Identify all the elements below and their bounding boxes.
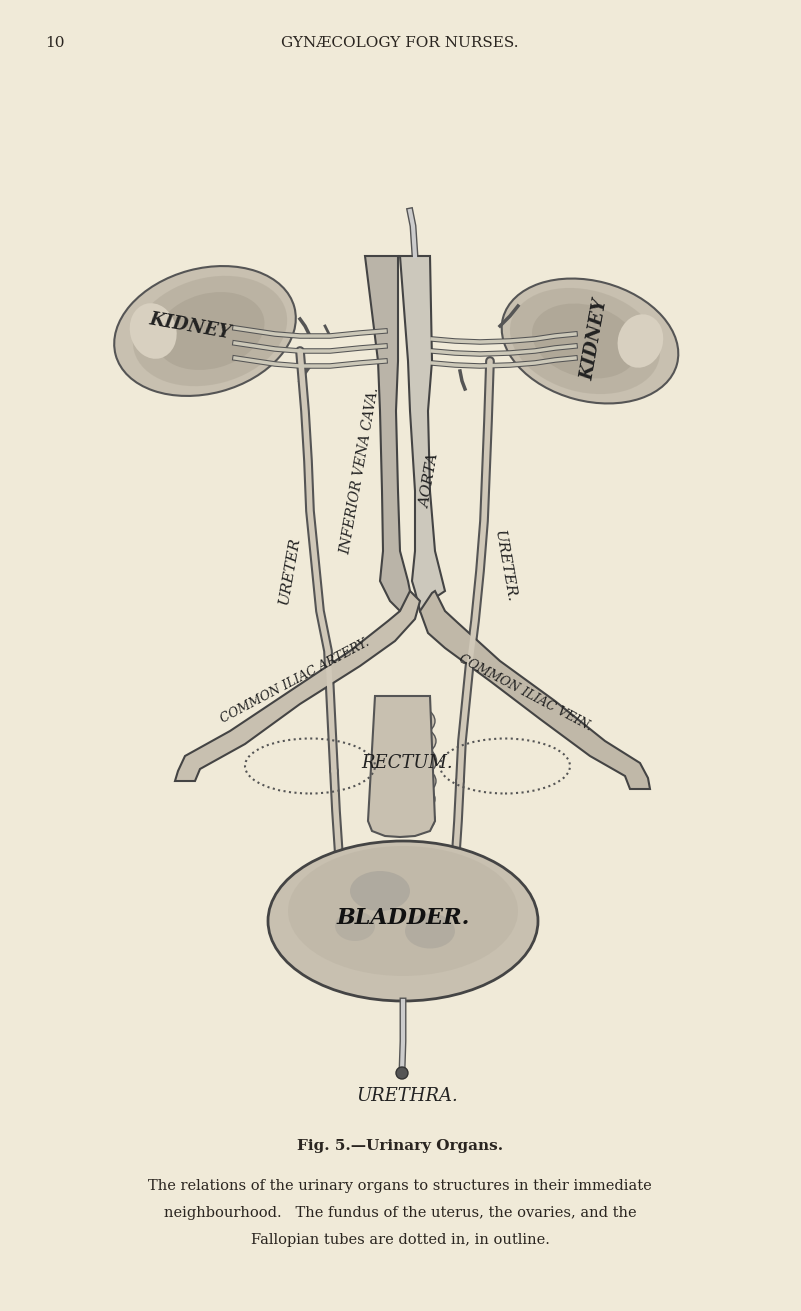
Text: KIDNEY: KIDNEY — [147, 309, 232, 342]
Text: INFERIOR VENA CAVA.: INFERIOR VENA CAVA. — [338, 387, 381, 556]
Text: COMMON ILIAC ARTERY.: COMMON ILIAC ARTERY. — [219, 636, 372, 726]
Ellipse shape — [405, 914, 455, 948]
Text: Fallopian tubes are dotted in, in outline.: Fallopian tubes are dotted in, in outlin… — [251, 1234, 549, 1247]
Text: neighbourhood.   The fundus of the uterus, the ovaries, and the: neighbourhood. The fundus of the uterus,… — [163, 1206, 636, 1221]
Ellipse shape — [115, 266, 296, 396]
Ellipse shape — [335, 911, 375, 941]
Ellipse shape — [133, 275, 288, 387]
Ellipse shape — [618, 315, 663, 367]
Text: KIDNEY: KIDNEY — [579, 296, 611, 382]
Ellipse shape — [374, 763, 436, 798]
Text: URETHRA.: URETHRA. — [356, 1087, 458, 1105]
Ellipse shape — [130, 303, 177, 359]
Ellipse shape — [155, 292, 264, 370]
Ellipse shape — [288, 846, 518, 975]
Polygon shape — [365, 256, 412, 611]
Polygon shape — [400, 256, 445, 611]
Text: AORTA: AORTA — [418, 452, 441, 509]
Ellipse shape — [375, 781, 435, 817]
Ellipse shape — [373, 742, 437, 780]
Polygon shape — [175, 591, 420, 781]
Text: URETER: URETER — [277, 536, 303, 606]
Ellipse shape — [510, 288, 660, 395]
Ellipse shape — [268, 840, 538, 1002]
Text: COMMON ILIAC VEIN.: COMMON ILIAC VEIN. — [457, 653, 594, 734]
Text: 10: 10 — [45, 35, 65, 50]
Ellipse shape — [532, 304, 638, 379]
Ellipse shape — [501, 278, 678, 404]
Text: The relations of the urinary organs to structures in their immediate: The relations of the urinary organs to s… — [148, 1179, 652, 1193]
Text: RECTUM.: RECTUM. — [361, 754, 453, 772]
Polygon shape — [368, 696, 435, 836]
Circle shape — [396, 1067, 408, 1079]
Ellipse shape — [375, 801, 435, 836]
Ellipse shape — [374, 724, 436, 759]
Polygon shape — [420, 591, 650, 789]
Ellipse shape — [350, 871, 410, 911]
Text: BLADDER.: BLADDER. — [336, 907, 469, 929]
Text: URETER.: URETER. — [492, 528, 518, 603]
Text: Fig. 5.—Urinary Organs.: Fig. 5.—Urinary Organs. — [297, 1139, 503, 1152]
Ellipse shape — [375, 704, 435, 738]
Text: GYNÆCOLOGY FOR NURSES.: GYNÆCOLOGY FOR NURSES. — [281, 35, 519, 50]
